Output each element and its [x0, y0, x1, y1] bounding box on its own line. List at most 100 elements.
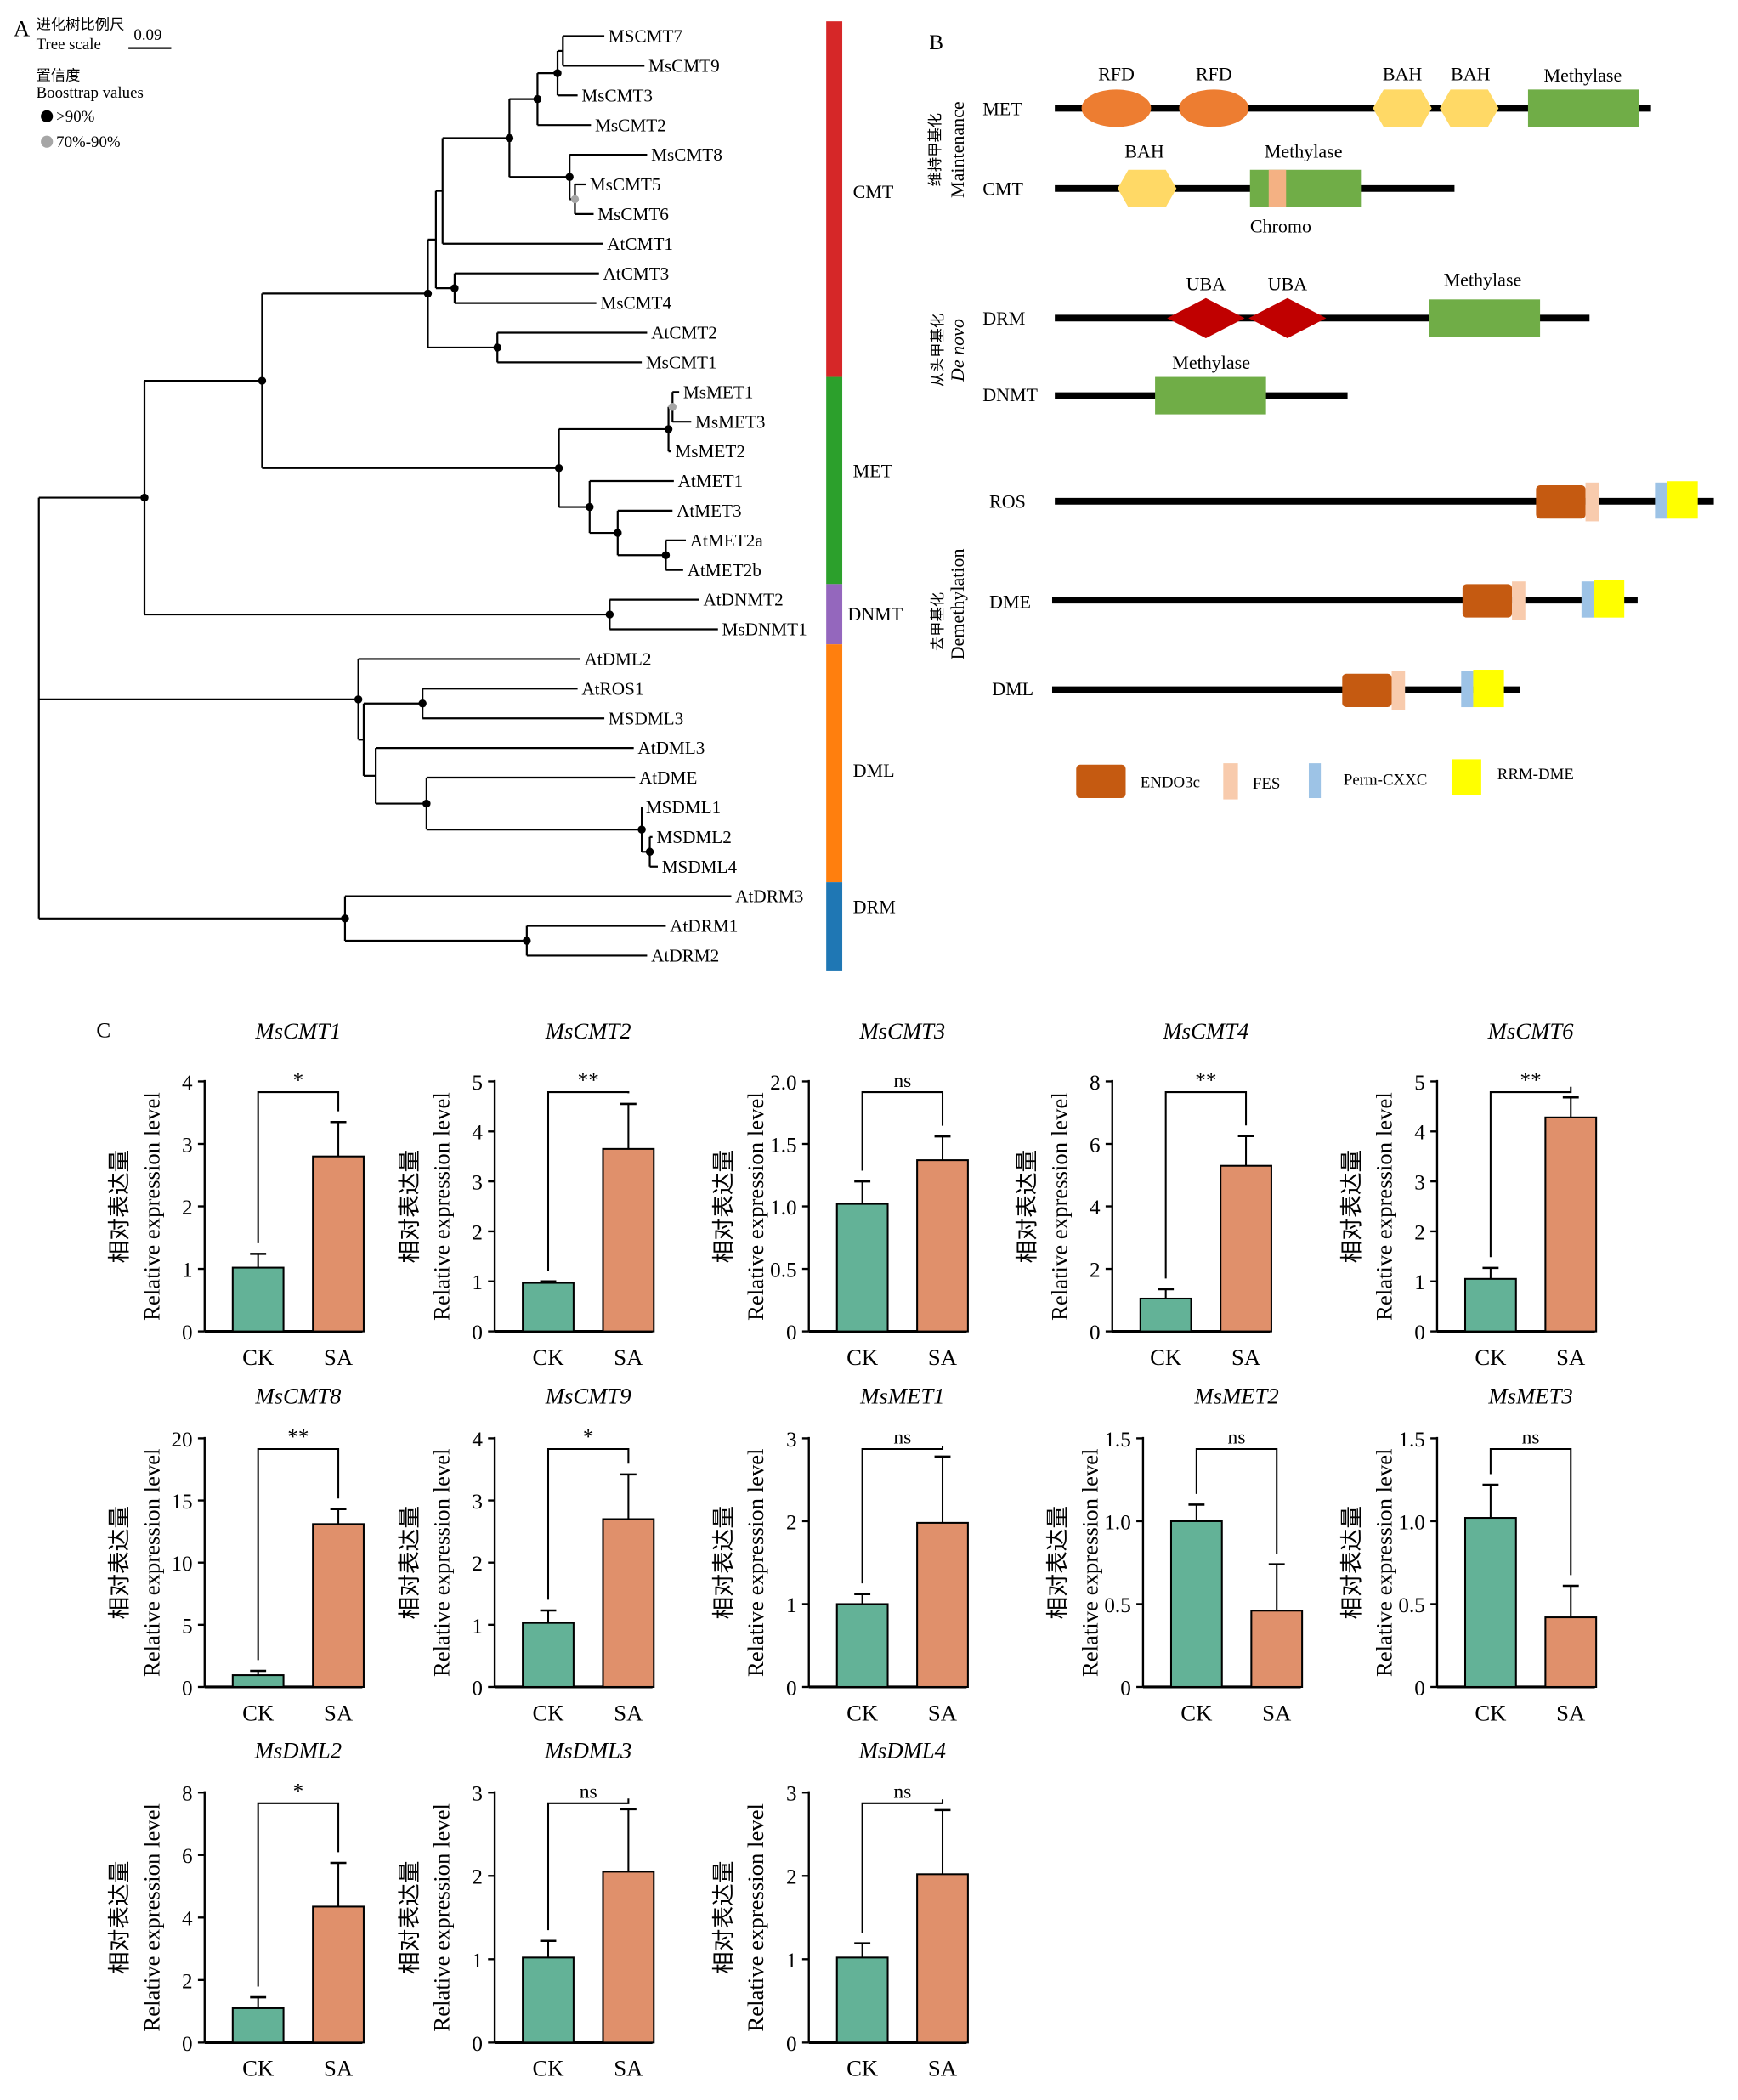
- x-tick-label: CK: [1150, 1344, 1182, 1370]
- x-tick-label: SA: [928, 1344, 958, 1370]
- y-axis-label: Relative expression level: [1046, 1092, 1072, 1321]
- y-tick-label: 3: [182, 1134, 193, 1157]
- bar-sa: [1250, 1610, 1304, 1689]
- y-tick-label: 0: [472, 1677, 483, 1700]
- tree-leaf-label: MsCMT8: [651, 144, 722, 165]
- bootstrap-mid-label: 70%-90%: [56, 133, 121, 151]
- significance-label: **: [578, 1069, 599, 1092]
- bootstrap-node-dot-icon: [645, 847, 654, 856]
- y-tick-label: 1.5: [1398, 1429, 1424, 1452]
- y-tick-label: 0: [1090, 1322, 1101, 1344]
- clade-segment-dnmt: [826, 584, 843, 645]
- x-tick-label: CK: [1475, 1700, 1507, 1725]
- chart-mscmt6: MsCMT6 0 1 2 3 4 5 Relative expression level相对表…: [1339, 1018, 1598, 1370]
- bah-domain: [1118, 169, 1177, 207]
- clade-label-dnmt: DNMT: [847, 603, 903, 625]
- x-tick-label: CK: [242, 2056, 275, 2081]
- bootstrap-node-dot-icon: [354, 695, 363, 704]
- chart-title: MsDML4: [858, 1737, 946, 1763]
- bar-ck: [231, 2007, 285, 2044]
- legend-fes-label: FES: [1253, 775, 1280, 793]
- significance-bracket: [861, 1446, 944, 1584]
- fes-domain: [1391, 671, 1406, 710]
- y-axis-label-cn: 相对表达量: [397, 1506, 422, 1620]
- y-tick-label: 1.0: [770, 1197, 796, 1220]
- chart-mscmt2: MsCMT2 0 1 2 3 4 5 Relative expression level 相对表…: [397, 1018, 655, 1370]
- y-tick-label: 3: [786, 1429, 797, 1452]
- y-tick-label: 1: [472, 1271, 483, 1294]
- uba-domain: [1248, 297, 1327, 338]
- tree-leaf-label: AtCMT3: [603, 263, 669, 284]
- y-tick-label: 1: [786, 1594, 797, 1617]
- clade-segment-met: [826, 376, 843, 585]
- y-axis-label: Relative expression level: [743, 1092, 768, 1321]
- bar-ck: [522, 1282, 575, 1333]
- bootstrap-node-dot-icon: [668, 403, 677, 411]
- bar-ck: [1169, 1520, 1223, 1689]
- legend-fes-swatch: [1223, 763, 1238, 800]
- chart-title: MsCMT3: [858, 1018, 945, 1044]
- bootstrap-label-en: Boosttrap values: [37, 84, 144, 102]
- y-axis-label-cn: 相对表达量: [107, 1150, 133, 1264]
- clade-segment-dml: [826, 644, 843, 883]
- rfd-label: RFD: [1196, 63, 1232, 84]
- chart-title: MsCMT1: [254, 1018, 341, 1044]
- y-axis-label: Relative expression level: [139, 1448, 164, 1677]
- y-tick-label: 0: [1414, 1677, 1425, 1700]
- bar-ck: [835, 1956, 889, 2044]
- panel-c-label: C: [96, 1020, 110, 1043]
- y-axis-label-cn: 相对表达量: [1015, 1150, 1040, 1264]
- chart-msdml4: MsDML4 0 1 2 3 Relative expression level 相对表达量…: [710, 1737, 969, 2081]
- x-tick-label: CK: [1180, 1700, 1213, 1725]
- bootstrap-node-dot-icon: [586, 502, 594, 512]
- chart-title: MsCMT6: [1487, 1018, 1575, 1044]
- protein-label-dnmt: DNMT: [982, 384, 1038, 405]
- y-tick-label: 4: [1090, 1197, 1101, 1220]
- y-tick-label: 1.0: [1398, 1511, 1424, 1534]
- significance-label: ns: [893, 1427, 911, 1449]
- tree-leaf-label: MsCMT2: [595, 115, 666, 135]
- y-tick-label: 6: [1090, 1134, 1101, 1157]
- significance-bracket: [257, 1447, 340, 1661]
- chart-mscmt1: MsCMT1 0 1 2 3 4 Relative expression level相对表达…: [107, 1018, 365, 1370]
- endo3c-domain: [1462, 584, 1513, 618]
- bootstrap-node-dot-icon: [258, 376, 267, 385]
- y-tick-label: 3: [1414, 1172, 1425, 1195]
- methylase-label: Methylase: [1544, 65, 1622, 86]
- x-tick-label: SA: [928, 1700, 958, 1725]
- significance-label: ns: [893, 1781, 911, 1803]
- bootstrap-node-dot-icon: [450, 284, 459, 292]
- uba-label: UBA: [1186, 273, 1226, 294]
- tree-leaf-label: AtDRM1: [670, 916, 738, 937]
- y-tick-label: 4: [1414, 1122, 1425, 1145]
- bootstrap-node-dot-icon: [505, 133, 514, 143]
- x-tick-label: CK: [846, 2056, 879, 2081]
- protein-label-cmt: CMT: [982, 178, 1023, 200]
- rrm-dme-domain: [1594, 580, 1625, 618]
- significance-label: ns: [580, 1781, 597, 1803]
- clade-segment-cmt: [826, 21, 843, 377]
- significance-bracket: [1164, 1091, 1248, 1279]
- significance-label: *: [583, 1426, 594, 1449]
- chart-title: MsCMT4: [1162, 1018, 1248, 1044]
- y-axis-label: Relative expression level: [429, 1448, 455, 1677]
- bar-ck: [835, 1603, 889, 1689]
- significance-bracket: [1489, 1447, 1572, 1576]
- methylase-label: Methylase: [1444, 269, 1522, 291]
- chart-msdml3: MsDML3 0 1 2 3 Relative expression level 相对表达量…: [397, 1737, 655, 2081]
- chart-title: MsCMT2: [545, 1018, 631, 1044]
- bar-ck: [1463, 1517, 1517, 1689]
- bah-domain: [1440, 89, 1499, 127]
- rrm-dme-domain: [1473, 670, 1504, 708]
- tree-leaf-label: MsMET1: [683, 382, 754, 402]
- bootstrap-node-dot-icon: [637, 825, 646, 834]
- bah-domain: [1373, 89, 1432, 127]
- y-tick-label: 20: [171, 1429, 192, 1452]
- x-tick-label: CK: [1475, 1344, 1507, 1370]
- bar-sa: [312, 1155, 365, 1333]
- chart-mscmt9: MsCMT9 0 1 2 3 4 Relative expression level 相对表达…: [397, 1384, 655, 1725]
- tree-leaf-label: MSDML2: [656, 827, 731, 847]
- y-tick-label: 1: [472, 1950, 483, 1973]
- significance-bracket: [546, 1091, 630, 1271]
- tree-leaf-label: AtDRM2: [651, 946, 719, 966]
